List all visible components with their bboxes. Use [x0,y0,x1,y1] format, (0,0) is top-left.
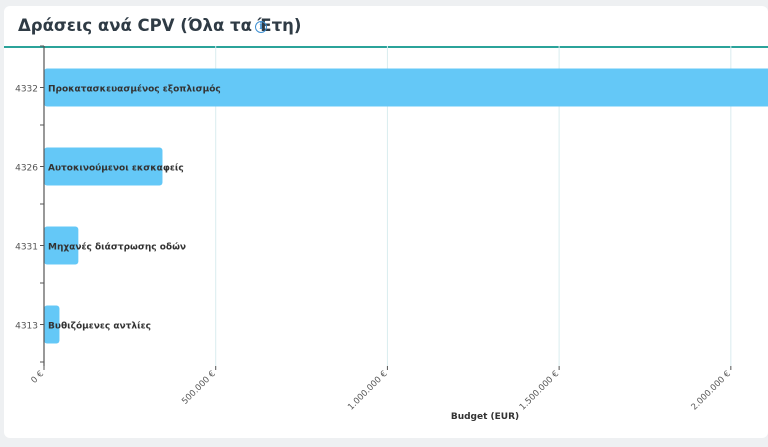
x-tick-label: 2.000.000 € [690,369,733,412]
x-tick-label: 1.000.000 € [346,369,389,412]
y-tick-label: 4313 [15,322,38,332]
x-tick-label: 0 € [29,369,46,386]
bar[interactable] [44,305,60,344]
x-tick-label: 500.000 € [180,369,218,407]
card-title: Δράσεις ανά CPV (Όλα τα Έτη) [18,16,302,35]
y-tick-label: 4326 [15,164,38,174]
info-icon[interactable]: i [255,21,267,33]
bar[interactable] [44,226,79,265]
bar-data-label: Προκατασκευασμένος εξοπλισμός [48,84,221,95]
y-tick-label: 4332 [15,85,38,95]
bar-data-label: Μηχανές διάστρωσης οδών [48,242,186,253]
bar[interactable] [44,68,768,107]
card-header: Δράσεις ανά CPV (Όλα τα Έτη) i [4,6,768,48]
x-axis-title: Budget (EUR) [451,412,519,422]
x-tick-label: 1.500.000 € [518,369,561,412]
bar-data-label: Αυτοκινούμενοι εκσκαφείς [48,163,184,174]
chart-card: Δράσεις ανά CPV (Όλα τα Έτη) i Προκατασκ… [4,6,768,438]
bar-chart: Προκατασκευασμένος εξοπλισμός 4332 Αυτοκιν… [15,45,768,422]
y-tick-label: 4331 [15,243,38,253]
bar[interactable] [44,147,163,186]
bar-data-label: Βυθιζόμενες αντλίες [48,321,151,332]
